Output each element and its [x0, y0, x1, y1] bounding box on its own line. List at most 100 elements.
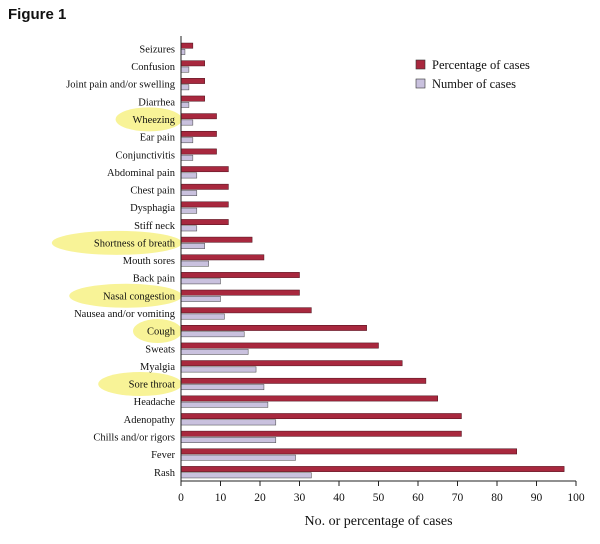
bar-number-dysphagia: [180, 207, 198, 214]
bar-number-conjunctivitis: [180, 154, 194, 161]
figure-label: Figure 1: [8, 6, 67, 23]
bar-percentage-chills-and-or-rigors: [180, 430, 462, 437]
category-label-abdominal-pain: Abdominal pain: [107, 168, 176, 179]
bar-number-diarrhea: [180, 101, 190, 108]
x-tick-label-30: 30: [294, 492, 306, 504]
category-label-chest-pain: Chest pain: [130, 186, 175, 197]
category-label-nausea-and-or-vomiting: Nausea and/or vomiting: [74, 309, 176, 320]
legend-swatch-number: [415, 78, 426, 89]
x-tick-label-70: 70: [452, 492, 464, 504]
category-label-mouth-sores: Mouth sores: [123, 256, 175, 267]
bar-number-wheezing: [180, 119, 194, 126]
x-tick-label-100: 100: [567, 492, 585, 504]
highlight-shortness-of-breath: [51, 230, 182, 255]
bar-number-nausea-and-or-vomiting: [180, 313, 225, 320]
highlight-cough: [133, 319, 182, 344]
bar-percentage-seizures: [180, 42, 194, 49]
bar-percentage-ear-pain: [180, 130, 217, 137]
bar-number-sore-throat: [180, 384, 265, 391]
bar-percentage-myalgia: [180, 360, 403, 367]
category-label-sweats: Sweats: [145, 344, 175, 355]
category-label-seizures: Seizures: [139, 44, 175, 55]
category-label-sore-throat: Sore throat: [129, 380, 175, 391]
category-label-confusion: Confusion: [131, 62, 176, 73]
category-label-joint-pain-and-or-swelling: Joint pain and/or swelling: [66, 80, 176, 91]
bar-percentage-nausea-and-or-vomiting: [180, 307, 312, 314]
bar-number-chest-pain: [180, 190, 198, 196]
bar-percentage-diarrhea: [180, 95, 205, 102]
bar-percentage-fever: [180, 448, 517, 455]
bar-percentage-joint-pain-and-or-swelling: [180, 78, 205, 84]
bar-percentage-cough: [180, 325, 367, 331]
category-label-rash: Rash: [154, 468, 176, 479]
bar-percentage-stiff-neck: [180, 219, 229, 225]
highlight-sore-throat: [98, 371, 182, 396]
bar-number-rash: [180, 472, 312, 479]
x-axis-ticks: 0 10 20 30 40 50 60 70 80 90 100: [178, 481, 585, 504]
bar-percentage-chest-pain: [180, 183, 229, 190]
bar-number-confusion: [180, 66, 190, 73]
bar-percentage-abdominal-pain: [180, 166, 229, 173]
bar-percentage-sweats: [180, 342, 379, 349]
x-axis-title: No. or percentage of cases: [304, 514, 452, 529]
bar-number-chills-and-or-rigors: [180, 437, 277, 443]
bar-percentage-headache: [180, 395, 438, 402]
x-tick-label-0: 0: [178, 492, 184, 504]
highlight-nasal-congestion: [69, 283, 182, 308]
bar-number-seizures: [180, 49, 186, 55]
legend-label-number: Number of cases: [432, 77, 516, 91]
category-label-headache: Headache: [134, 397, 176, 408]
bar-percentage-shortness-of-breath: [180, 236, 253, 243]
bar-percentage-back-pain: [180, 272, 300, 278]
bar-number-ear-pain: [180, 137, 194, 144]
x-tick-label-50: 50: [373, 492, 385, 504]
category-labels: Seizures Confusion Joint pain and/or swell…: [66, 44, 176, 478]
bar-number-sweats: [180, 348, 249, 355]
bars-layer: [180, 42, 565, 479]
bar-percentage-conjunctivitis: [180, 148, 217, 155]
bar-number-stiff-neck: [180, 225, 198, 232]
category-label-wheezing: Wheezing: [132, 115, 175, 126]
category-label-stiff-neck: Stiff neck: [134, 221, 176, 232]
highlight-wheezing: [115, 107, 182, 132]
bar-number-adenopathy: [180, 419, 277, 426]
bar-number-myalgia: [180, 366, 257, 373]
bar-percentage-sore-throat: [180, 377, 427, 384]
bar-number-nasal-congestion: [180, 296, 221, 302]
bar-percentage-wheezing: [180, 113, 217, 120]
bar-number-shortness-of-breath: [180, 243, 205, 249]
x-tick-label-90: 90: [531, 492, 543, 504]
bar-percentage-confusion: [180, 60, 205, 67]
bar-percentage-dysphagia: [180, 201, 229, 208]
category-label-chills-and-or-rigors: Chills and/or rigors: [93, 433, 175, 444]
category-label-fever: Fever: [151, 450, 175, 461]
bar-percentage-nasal-congestion: [180, 289, 300, 296]
legend: Percentage of cases Number of cases: [415, 58, 530, 91]
bar-number-joint-pain-and-or-swelling: [180, 84, 190, 91]
legend-swatch-percentage: [415, 59, 426, 70]
bar-number-headache: [180, 401, 269, 408]
bar-percentage-mouth-sores: [180, 254, 265, 261]
bar-number-mouth-sores: [180, 260, 209, 267]
category-label-back-pain: Back pain: [133, 274, 176, 285]
legend-label-percentage: Percentage of cases: [432, 58, 530, 72]
category-label-dysphagia: Dysphagia: [130, 203, 175, 214]
bar-number-back-pain: [180, 278, 221, 285]
category-label-adenopathy: Adenopathy: [124, 415, 176, 426]
x-tick-label-10: 10: [215, 492, 227, 504]
category-label-conjunctivitis: Conjunctivitis: [115, 150, 175, 161]
x-tick-label-20: 20: [254, 492, 266, 504]
category-label-ear-pain: Ear pain: [140, 133, 176, 144]
bar-percentage-adenopathy: [180, 413, 462, 420]
bar-number-abdominal-pain: [180, 172, 198, 179]
x-tick-label-60: 60: [412, 492, 424, 504]
bar-percentage-rash: [180, 466, 565, 472]
category-label-diarrhea: Diarrhea: [138, 97, 175, 108]
category-label-cough: Cough: [147, 327, 176, 338]
category-label-myalgia: Myalgia: [140, 362, 175, 373]
bar-number-fever: [180, 454, 296, 461]
category-label-nasal-congestion: Nasal congestion: [103, 291, 176, 302]
bar-number-cough: [180, 331, 245, 338]
category-label-shortness-of-breath: Shortness of breath: [94, 238, 176, 249]
